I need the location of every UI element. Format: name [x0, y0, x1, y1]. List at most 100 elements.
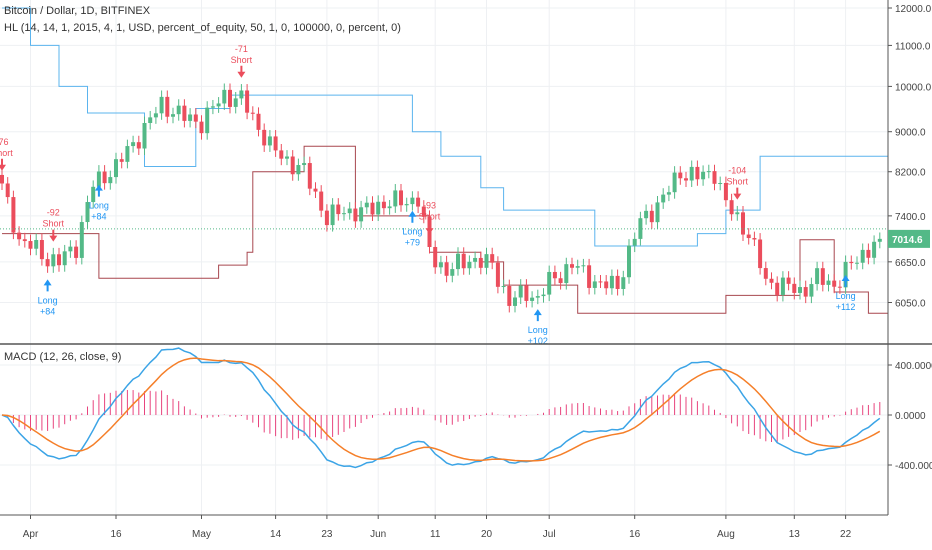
candle	[513, 291, 517, 313]
candle-body	[581, 265, 586, 267]
signal-pnl: -76	[0, 137, 9, 147]
candle	[866, 243, 871, 265]
price-tick-label: 9000.0	[895, 128, 926, 139]
candle	[74, 240, 79, 265]
candle-body	[148, 117, 153, 123]
time-axis	[0, 515, 888, 550]
candle-body	[319, 191, 324, 211]
candle-body	[302, 163, 307, 166]
candle-body	[490, 254, 495, 263]
arrow-down-icon	[237, 65, 246, 78]
candle	[125, 139, 130, 169]
candle-body	[501, 286, 506, 288]
candle	[718, 176, 723, 191]
signal-long: Long+79	[402, 210, 422, 248]
candle	[359, 200, 364, 228]
time-tick-label: Jun	[370, 529, 386, 540]
candle-body	[273, 136, 278, 151]
candle-body	[718, 182, 723, 184]
candle	[17, 226, 22, 246]
arrow-up-icon	[841, 274, 850, 287]
signal-pnl: -92	[47, 208, 60, 218]
candle-body	[228, 89, 232, 107]
candle-body	[324, 210, 329, 226]
candle-body	[267, 136, 272, 146]
candle	[131, 135, 136, 153]
candle	[438, 255, 443, 274]
candle-body	[34, 240, 39, 249]
candle-body	[832, 280, 837, 287]
candle-body	[359, 207, 364, 222]
candle-body	[803, 287, 808, 297]
candle-body	[438, 262, 443, 268]
candle-body	[564, 264, 569, 284]
candle	[609, 269, 614, 295]
arrow-up-icon	[43, 279, 52, 292]
candle	[108, 170, 113, 190]
candle-body	[307, 163, 312, 189]
candle	[592, 275, 597, 295]
candle-body	[701, 171, 706, 180]
candle	[330, 198, 335, 232]
candle	[393, 184, 398, 213]
candle-body	[45, 259, 50, 267]
candle-body	[376, 201, 381, 215]
candle-body	[119, 159, 124, 162]
candle	[336, 198, 341, 221]
candle	[256, 107, 261, 137]
signal-long: Long+84	[38, 279, 58, 316]
signal-label: Long	[402, 227, 422, 237]
candle-body	[729, 200, 734, 215]
candle-body	[741, 212, 745, 235]
candle	[598, 275, 603, 288]
candle-body	[239, 90, 244, 99]
candle	[319, 185, 324, 218]
candle	[695, 160, 700, 186]
candle	[689, 160, 694, 187]
candle-body	[91, 186, 96, 203]
candle-body	[11, 197, 16, 233]
study-legend: HL (14, 14, 1, 2015, 4, 1, USD, percent_…	[4, 22, 401, 34]
candle	[820, 261, 825, 292]
arrow-down-icon	[49, 229, 58, 242]
candle-body	[364, 202, 369, 208]
candle	[199, 115, 204, 140]
candle	[786, 271, 791, 291]
last-price-label: 7014.6	[892, 235, 923, 246]
candle	[114, 152, 118, 184]
candle	[353, 202, 358, 228]
price-tick-label: 12000.0	[895, 4, 932, 15]
candle	[307, 156, 312, 196]
candle	[79, 215, 84, 265]
arrow-up-icon	[533, 309, 542, 322]
candle-body	[541, 294, 546, 297]
candle-body	[655, 202, 660, 223]
candle	[68, 240, 73, 258]
candle	[735, 205, 740, 221]
candle	[216, 97, 221, 113]
candle-body	[467, 261, 472, 269]
signal-pnl: +112	[836, 302, 856, 312]
candle-body	[661, 194, 666, 203]
signal-line	[1, 357, 881, 462]
arrow-down-icon	[0, 158, 6, 171]
signal-pnl: +84	[91, 212, 106, 222]
candle-body	[387, 206, 392, 209]
candle	[752, 231, 757, 246]
candle	[581, 258, 586, 273]
candle	[535, 289, 540, 305]
candle	[495, 256, 500, 294]
candle-body	[62, 251, 67, 266]
candle	[222, 83, 227, 110]
candle-body	[399, 190, 403, 206]
candle	[701, 165, 706, 186]
macd-legend: MACD (12, 26, close, 9)	[4, 351, 122, 363]
candle-body	[478, 257, 483, 268]
candle-body	[57, 254, 61, 266]
candle-body	[530, 297, 535, 301]
candle-body	[39, 240, 44, 260]
candle	[644, 204, 649, 225]
candle	[826, 274, 831, 292]
